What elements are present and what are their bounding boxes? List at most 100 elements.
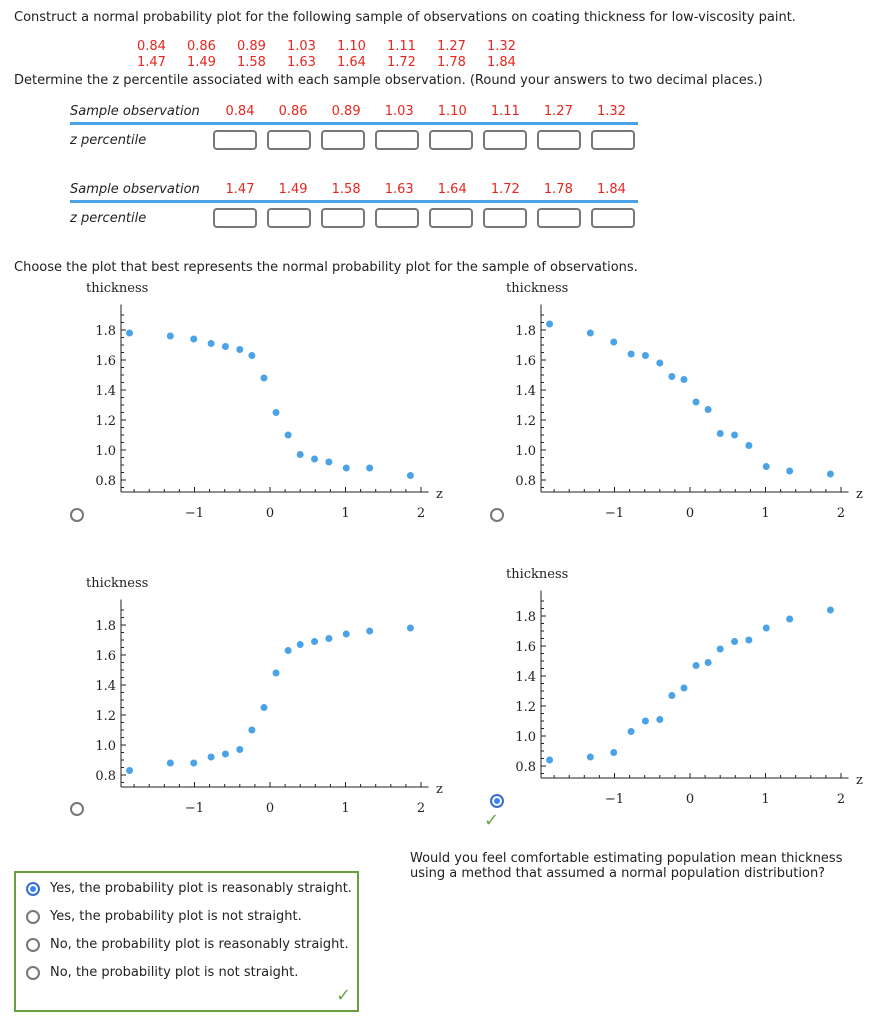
obs-value: 1.10 xyxy=(437,103,467,119)
z-percentile-input[interactable] xyxy=(375,130,419,150)
data-point xyxy=(546,320,554,328)
option-label: No, the probability plot is reasonably s… xyxy=(50,937,349,952)
data-point xyxy=(272,409,280,416)
data-point xyxy=(284,647,292,654)
obs-value: 1.49 xyxy=(278,181,308,197)
data-point xyxy=(731,431,739,439)
z-percentile-input[interactable] xyxy=(537,130,581,150)
z-percentile-input[interactable] xyxy=(483,130,527,150)
data-point xyxy=(406,624,414,632)
z-percentile-input[interactable] xyxy=(537,208,581,228)
option-2-radio[interactable] xyxy=(26,909,40,924)
x-axis-label: z xyxy=(436,487,443,502)
option-4[interactable]: No, the probability plot is not straight… xyxy=(26,965,298,980)
option-1[interactable]: Yes, the probability plot is reasonably … xyxy=(26,881,352,896)
plot-option-4-radio[interactable] xyxy=(490,794,504,808)
sample-value: 1.63 xyxy=(287,55,316,70)
option-3[interactable]: No, the probability plot is reasonably s… xyxy=(26,937,349,952)
obs-value: 1.47 xyxy=(225,181,255,197)
z-percentile-input[interactable] xyxy=(213,208,257,228)
option-1-radio[interactable] xyxy=(26,881,40,896)
data-point xyxy=(190,335,198,343)
z-percentile-input[interactable] xyxy=(429,130,473,150)
data-point xyxy=(248,726,256,734)
y-axis-label: thickness xyxy=(506,281,568,296)
y-tick-label: 1.4 xyxy=(515,670,536,685)
z-percentile-table-2: Sample observation 1.47 1.49 1.58 1.63 1.64 1.… xyxy=(70,178,638,233)
plot-option-3-radio[interactable] xyxy=(70,802,84,816)
data-point xyxy=(731,638,739,645)
data-point xyxy=(680,684,688,692)
y-tick-label: 1.2 xyxy=(95,709,116,724)
answer-options-box: Yes, the probability plot is reasonably … xyxy=(14,871,359,1012)
z-percentile-input[interactable] xyxy=(591,130,635,150)
data-point xyxy=(762,463,770,470)
option-3-radio[interactable] xyxy=(26,937,40,952)
x-tick-label: −1 xyxy=(185,801,204,816)
y-tick-label: 1.0 xyxy=(95,739,116,754)
sample-row-1: 0.84 0.86 0.89 1.03 1.10 1.11 1.27 1.32 xyxy=(137,39,537,54)
sample-value: 1.32 xyxy=(487,39,516,54)
data-point xyxy=(668,373,676,380)
sample-value: 1.84 xyxy=(487,55,516,70)
y-tick-label: 1.6 xyxy=(515,640,536,655)
data-point xyxy=(641,352,649,359)
data-point xyxy=(236,746,244,753)
data-point xyxy=(786,467,794,475)
z-percentile-input[interactable] xyxy=(375,208,419,228)
plot-option-1-radio[interactable] xyxy=(70,508,84,522)
data-point xyxy=(284,431,292,439)
data-point xyxy=(342,630,350,638)
sample-value: 1.10 xyxy=(337,39,366,54)
obs-value: 0.86 xyxy=(278,103,308,119)
y-tick-label: 1.0 xyxy=(515,444,536,459)
obs-value: 1.11 xyxy=(490,103,520,119)
data-point xyxy=(260,704,268,711)
x-tick-label: 2 xyxy=(417,801,425,816)
sample-value: 1.11 xyxy=(387,39,416,54)
z-label: z percentile xyxy=(70,132,147,148)
z-percentile-input[interactable] xyxy=(267,130,311,150)
x-tick-label: 2 xyxy=(837,506,845,521)
x-tick-label: 1 xyxy=(761,506,769,521)
sample-value: 1.03 xyxy=(287,39,316,54)
x-axis-label: z xyxy=(436,782,443,797)
z-percentile-input[interactable] xyxy=(321,130,365,150)
x-tick-label: 2 xyxy=(417,506,425,521)
data-point xyxy=(221,750,229,758)
y-tick-label: 1.6 xyxy=(95,354,116,369)
obs-value: 1.32 xyxy=(596,103,626,119)
y-axis-label: thickness xyxy=(86,281,148,296)
data-point xyxy=(126,767,134,774)
data-point xyxy=(610,749,618,756)
option-2[interactable]: Yes, the probability plot is not straigh… xyxy=(26,909,302,924)
data-point xyxy=(692,662,700,669)
z-percentile-input[interactable] xyxy=(429,208,473,228)
x-tick-label: 0 xyxy=(686,506,694,521)
z-percentile-input[interactable] xyxy=(267,208,311,228)
z-percentile-input[interactable] xyxy=(591,208,635,228)
z-percentile-input[interactable] xyxy=(321,208,365,228)
data-point xyxy=(627,728,635,735)
data-point xyxy=(221,343,229,350)
y-tick-label: 1.2 xyxy=(515,414,536,429)
data-point xyxy=(260,374,268,382)
data-point xyxy=(311,455,319,463)
sample-value: 1.49 xyxy=(187,55,216,70)
data-point xyxy=(641,717,649,725)
z-percentile-input[interactable] xyxy=(213,130,257,150)
z-percentile-input[interactable] xyxy=(483,208,527,228)
normal-probability-plot-3: thickness z 0.8 1.0 1.2 1.4 1.6 1.8 −1 0 1 2 xyxy=(86,576,443,816)
data-point xyxy=(745,442,753,449)
x-tick-label: −1 xyxy=(605,506,624,521)
x-tick-label: 1 xyxy=(341,801,349,816)
data-point xyxy=(366,464,374,472)
obs-label: Sample observation xyxy=(70,181,200,197)
z-label: z percentile xyxy=(70,210,147,226)
y-tick-label: 1.4 xyxy=(95,384,116,399)
sample-value: 1.27 xyxy=(437,39,466,54)
x-tick-label: 2 xyxy=(837,792,845,807)
y-axis-label: thickness xyxy=(86,576,148,591)
option-4-radio[interactable] xyxy=(26,965,40,980)
plot-option-2-radio[interactable] xyxy=(490,508,504,522)
